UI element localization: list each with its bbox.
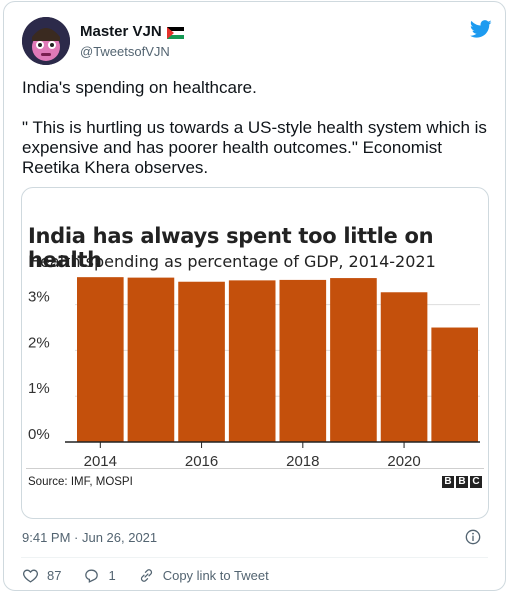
like-count: 87 xyxy=(47,568,62,583)
bbc-logo-letter: C xyxy=(470,476,482,488)
reply-icon xyxy=(85,569,99,583)
avatar[interactable] xyxy=(22,17,70,65)
reply-button[interactable]: 1 xyxy=(83,567,116,584)
bar-2020 xyxy=(380,292,428,442)
tweet-card: Master VJN @TweetsofVJN India's spending… xyxy=(3,1,506,591)
author-handle[interactable]: @TweetsofVJN xyxy=(80,44,170,59)
heart-icon xyxy=(23,569,38,583)
bbc-logo-letter: B xyxy=(456,476,468,488)
copy-link-label: Copy link to Tweet xyxy=(162,568,269,583)
author-name-row[interactable]: Master VJN xyxy=(80,23,184,40)
bar-2017 xyxy=(228,280,276,442)
twitter-bird-icon[interactable] xyxy=(470,18,492,40)
x-tick-label: 2018 xyxy=(286,453,319,470)
y-tick-label: 0% xyxy=(28,426,50,443)
bar-2014 xyxy=(77,277,124,442)
chart-subtitle: Health spending as percentage of GDP, 20… xyxy=(28,252,436,271)
y-tick-label: 3% xyxy=(28,289,50,306)
divider xyxy=(21,557,488,558)
bar-2015 xyxy=(127,277,175,442)
source-divider xyxy=(26,468,484,469)
like-button[interactable]: 87 xyxy=(22,567,61,584)
info-icon[interactable] xyxy=(465,529,481,545)
tweet-text: India's spending on healthcare. " This i… xyxy=(22,78,487,177)
author-name[interactable]: Master VJN xyxy=(80,23,162,40)
reply-count: 1 xyxy=(108,568,116,583)
y-tick-label: 2% xyxy=(28,334,50,351)
palestine-flag-icon xyxy=(166,26,184,39)
action-bar: 87 1 Copy link to Tweet xyxy=(22,567,291,584)
bar-2021 xyxy=(431,327,478,442)
y-tick-label: 1% xyxy=(28,380,50,397)
bar-2018 xyxy=(279,279,327,442)
x-tick-label: 2014 xyxy=(84,453,117,470)
bar-chart: 0% 1% 2% 3% 2014 2016 2018 2020 xyxy=(28,277,480,470)
bar-2016 xyxy=(178,281,225,442)
bbc-logo-letter: B xyxy=(442,476,454,488)
chart-title: India has always spent too little on hea… xyxy=(28,224,434,272)
bar-2019 xyxy=(330,278,377,442)
x-tick-label: 2020 xyxy=(387,453,420,470)
x-tick-label: 2016 xyxy=(185,453,218,470)
chart-source: Source: IMF, MOSPI xyxy=(28,476,133,488)
chart-image[interactable]: India has always spent too little on hea… xyxy=(21,187,489,519)
bbc-logo: B B C xyxy=(442,476,482,488)
copy-link-button[interactable]: Copy link to Tweet xyxy=(138,567,269,584)
link-icon xyxy=(140,569,152,582)
tweet-timestamp[interactable]: 9:41 PM · Jun 26, 2021 xyxy=(22,530,158,545)
